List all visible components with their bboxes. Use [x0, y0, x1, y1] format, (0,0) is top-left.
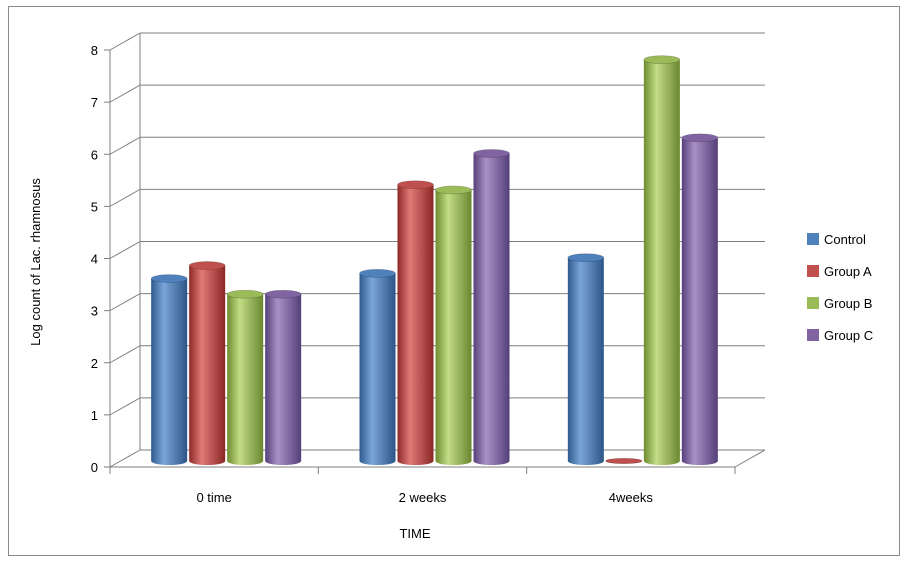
y-tick-label: 3 — [91, 304, 98, 319]
legend-label: Group A — [824, 264, 872, 279]
legend-swatch — [807, 297, 819, 309]
chart-legend: Control Group A Group B Group C — [807, 232, 873, 343]
y-tick-label: 0 — [91, 460, 98, 475]
bar — [605, 458, 643, 464]
bar — [435, 185, 472, 465]
bar — [264, 289, 302, 465]
y-tick-label: 1 — [91, 408, 98, 423]
x-tick-label: 2 weeks — [399, 490, 447, 505]
legend-item: Control — [807, 232, 866, 247]
gridline-side — [109, 345, 141, 364]
gridline-side — [109, 241, 141, 259]
x-tick-label: 4weeks — [609, 490, 654, 505]
legend-label: Control — [824, 232, 866, 247]
legend-item: Group C — [807, 328, 873, 343]
legend-item: Group A — [807, 264, 872, 279]
y-tick-label: 2 — [91, 356, 98, 371]
legend-swatch — [807, 265, 819, 277]
legend-swatch — [807, 233, 819, 245]
y-tick-label: 4 — [91, 252, 98, 267]
bar — [397, 180, 434, 466]
x-tick-label: 0 time — [196, 490, 231, 505]
bar — [681, 133, 719, 465]
bar — [567, 253, 605, 465]
chart-axes — [104, 33, 766, 474]
gridline-side — [109, 84, 141, 103]
gridline-side — [109, 293, 141, 312]
floor-edge — [734, 449, 766, 468]
y-tick-label: 6 — [91, 147, 98, 162]
y-tick-label: 8 — [91, 43, 98, 58]
bar — [188, 261, 226, 465]
gridline-side — [109, 32, 141, 51]
bar — [150, 274, 188, 465]
legend-label: Group C — [824, 328, 873, 343]
bar — [643, 55, 681, 465]
gridline-side — [109, 449, 141, 468]
y-axis-title: Log count of Lac. rhamnosus — [28, 178, 43, 346]
gridline-side — [109, 188, 141, 207]
y-tick-label: 5 — [91, 199, 98, 214]
chart-tick-labels: 0 1 2 3 4 5 6 7 8 0 time 2 weeks 4weeks — [91, 43, 654, 505]
chart-bars — [150, 55, 719, 466]
bar — [473, 149, 510, 465]
bar — [359, 269, 396, 465]
gridline-side — [109, 397, 141, 416]
y-tick-label: 7 — [91, 95, 98, 110]
gridline-side — [109, 136, 141, 155]
legend-swatch — [807, 329, 819, 341]
x-axis-title: TIME — [399, 526, 430, 541]
bar — [226, 289, 264, 465]
legend-item: Group B — [807, 296, 872, 311]
legend-label: Group B — [824, 296, 872, 311]
